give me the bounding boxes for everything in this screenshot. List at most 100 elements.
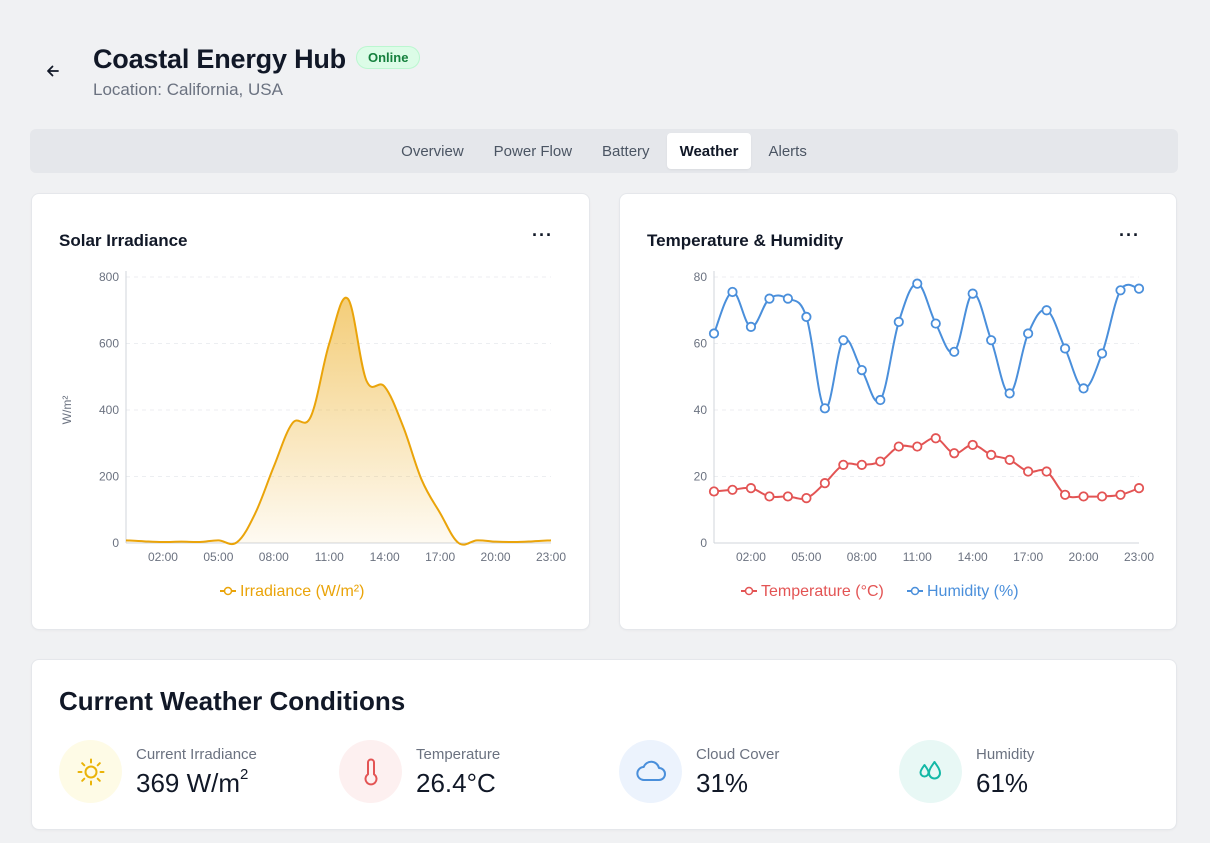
- humidity-point: [801, 311, 812, 323]
- temperature-point: [893, 441, 904, 452]
- humidity-point: [1133, 283, 1145, 294]
- humidity-point: [949, 346, 960, 357]
- droplets-icon: [899, 740, 962, 803]
- x-tick-label: 05:00: [791, 550, 821, 564]
- temperature-point: [1004, 454, 1015, 465]
- temperature-point: [745, 483, 757, 494]
- x-tick-label: 08:00: [259, 550, 289, 564]
- humidity-point: [1023, 328, 1034, 339]
- y-tick-label: 80: [694, 270, 708, 284]
- page-header: Coastal Energy Hub Online Location: Cali…: [30, 38, 1178, 108]
- legend-label: Irradiance (W/m²): [240, 583, 364, 600]
- temperature-humidity-card: Temperature & Humidity ··· 0 20 40 60 80 02:0…: [619, 193, 1177, 630]
- metric-cloud-cover: Cloud Cover 31%: [619, 740, 879, 804]
- temperature-point: [801, 493, 812, 504]
- x-tick-label: 17:00: [1013, 550, 1043, 564]
- irradiance-area: [126, 297, 551, 545]
- temperature-point: [1059, 489, 1071, 500]
- temperature-line: [713, 437, 1140, 500]
- x-tick-label: 02:00: [736, 550, 766, 564]
- humidity-point: [1115, 285, 1126, 296]
- metric-humidity: Humidity 61%: [899, 740, 1159, 804]
- legend-marker: [223, 586, 233, 596]
- x-tick-label: 02:00: [148, 550, 178, 564]
- humidity-point: [893, 316, 904, 327]
- irradiance-chart: 0 200 400 600 800 02:00 05:00 08:00 11:00 14:00 17…: [60, 270, 566, 600]
- more-horizontal-icon[interactable]: ···: [1119, 225, 1140, 245]
- temperature-humidity-chart: 0 20 40 60 80 02:00 05:00 08:00 11:00 14:00 17:00 2…: [694, 270, 1155, 600]
- x-tick-label: 17:00: [425, 550, 455, 564]
- tab-bar: Overview Power Flow Battery Weather Aler…: [30, 129, 1178, 173]
- temperature-point: [727, 484, 738, 495]
- temperature-point: [1096, 491, 1108, 502]
- temperature-point: [986, 449, 997, 460]
- metric-irradiance: Current Irradiance 369 W/m2: [59, 740, 319, 804]
- y-tick-label: 40: [694, 403, 708, 417]
- humidity-line: [713, 282, 1140, 410]
- thermometer-icon: [339, 740, 402, 803]
- x-tick-label: 23:00: [536, 550, 566, 564]
- metric-label: Current Irradiance: [136, 746, 257, 763]
- tab-overview[interactable]: Overview: [401, 142, 464, 160]
- humidity-point: [727, 286, 738, 298]
- back-button[interactable]: [40, 58, 66, 84]
- temperature-point: [708, 486, 720, 497]
- card-title: Temperature & Humidity: [647, 231, 844, 250]
- metric-value: 61%: [976, 768, 1029, 798]
- temperature-point: [875, 456, 886, 467]
- humidity-point: [1041, 305, 1052, 316]
- humidity-point: [856, 365, 867, 376]
- x-tick-label: 14:00: [958, 550, 988, 564]
- humidity-point: [708, 328, 720, 339]
- temperature-point: [856, 459, 867, 470]
- y-tick-label: 20: [694, 470, 708, 484]
- y-tick-label: 400: [99, 403, 119, 417]
- humidity-point: [912, 278, 923, 289]
- humidity-point: [764, 293, 775, 304]
- metric-label: Cloud Cover: [696, 746, 780, 763]
- humidity-point: [838, 335, 849, 346]
- metric-value: 31%: [696, 768, 749, 798]
- temperature-point: [912, 441, 923, 452]
- x-tick-label: 08:00: [847, 550, 877, 564]
- irradiance-line: [125, 296, 552, 546]
- legend-marker: [744, 586, 754, 596]
- legend-label: Temperature (°C): [761, 583, 884, 600]
- metric-label: Temperature: [416, 746, 501, 763]
- tab-alerts[interactable]: Alerts: [768, 142, 807, 160]
- humidity-point: [745, 321, 757, 332]
- legend-marker: [910, 586, 920, 596]
- status-badge: Online: [356, 46, 421, 69]
- temperature-point: [1078, 491, 1089, 502]
- x-tick-label: 11:00: [315, 550, 344, 564]
- metric-value: 26.4°C: [416, 768, 496, 798]
- temperature-point: [1115, 489, 1126, 500]
- tab-battery[interactable]: Battery: [602, 142, 650, 160]
- humidity-point: [1059, 343, 1071, 354]
- humidity-point: [819, 403, 830, 414]
- x-tick-label: 05:00: [203, 550, 233, 564]
- temperature-point: [838, 459, 849, 470]
- page-title: Coastal Energy Hub: [93, 44, 346, 74]
- temperature-point: [930, 433, 941, 444]
- solar-irradiance-card: Solar Irradiance ··· 0 200 400 600 800 02:00 0…: [31, 193, 590, 630]
- tab-weather[interactable]: Weather: [666, 133, 752, 169]
- humidity-point: [782, 293, 794, 304]
- humidity-point: [967, 288, 978, 299]
- temperature-point: [967, 439, 978, 451]
- temperature-point: [819, 478, 830, 489]
- humidity-point: [1078, 383, 1089, 394]
- more-horizontal-icon[interactable]: ···: [532, 225, 553, 245]
- x-tick-label: 20:00: [1069, 550, 1099, 564]
- temperature-point: [1023, 466, 1034, 477]
- metric-value: 369 W/m2: [136, 766, 249, 798]
- x-tick-label: 14:00: [370, 550, 400, 564]
- metric-label: Humidity: [976, 746, 1035, 763]
- y-tick-label: 0: [700, 536, 707, 550]
- tab-power-flow[interactable]: Power Flow: [493, 142, 573, 160]
- legend-label: Humidity (%): [927, 583, 1019, 600]
- humidity-point: [1096, 348, 1108, 359]
- location-text: Location: California, USA: [93, 80, 283, 99]
- section-title: Current Weather Conditions: [59, 686, 406, 716]
- temperature-point: [764, 491, 775, 502]
